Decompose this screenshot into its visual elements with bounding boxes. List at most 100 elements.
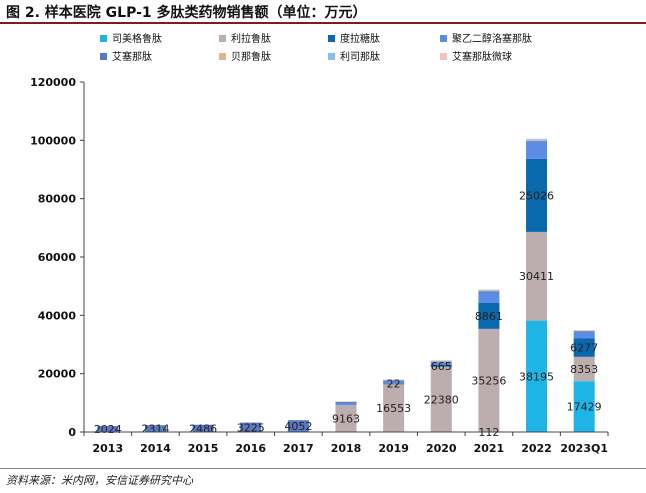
y-tick-label: 0 — [68, 426, 76, 439]
data-label: 22 — [387, 378, 401, 391]
bars — [97, 138, 595, 433]
bar-segment — [430, 362, 452, 365]
data-label: 9163 — [332, 413, 360, 426]
x-tick-label: 2020 — [426, 442, 457, 455]
bar-segment — [383, 381, 405, 384]
legend-label: 艾塞那肽微球 — [452, 50, 512, 63]
source-note: 资料来源：米内网，安信证券研究中心 — [6, 474, 193, 487]
data-label: 2024 — [94, 423, 122, 436]
source-rule — [0, 468, 646, 469]
x-tick-label: 2021 — [474, 442, 505, 455]
data-label: 22380 — [424, 393, 459, 406]
bar-segment — [478, 302, 500, 329]
bar-segment — [335, 401, 357, 402]
y-tick-label: 120000 — [30, 76, 76, 89]
bar-segment — [335, 405, 357, 432]
data-label: 4052 — [284, 420, 312, 433]
data-label: 25026 — [519, 189, 554, 202]
x-tick-label: 2016 — [235, 442, 266, 455]
data-label: 8861 — [475, 310, 503, 323]
legend-swatch — [100, 53, 107, 60]
bar-segment — [573, 330, 595, 331]
legend-swatch — [219, 53, 226, 60]
bar-segment — [383, 383, 405, 432]
legend-label: 度拉糖肽 — [340, 32, 380, 45]
bar-segment — [573, 356, 595, 382]
data-label: 3225 — [237, 421, 265, 434]
bar-segment — [478, 292, 500, 303]
legend-swatch — [100, 35, 107, 42]
data-label: 30411 — [519, 270, 554, 283]
legend-swatch — [440, 53, 447, 60]
y-tick-label: 60000 — [38, 251, 77, 264]
bar-segment — [430, 366, 452, 432]
bar-segment — [430, 361, 452, 362]
bar-segment — [287, 420, 309, 432]
bar-segment — [526, 320, 548, 432]
legend-label: 利拉鲁肽 — [231, 32, 271, 45]
x-tick-label: 2014 — [140, 442, 171, 455]
bar-segment — [430, 361, 452, 363]
legend-swatch — [219, 35, 226, 42]
bar-segment — [478, 291, 500, 293]
data-label: 17429 — [567, 401, 602, 414]
x-tick-label: 2018 — [331, 442, 362, 455]
data-label: 8353 — [570, 363, 598, 376]
title-rule — [0, 22, 646, 24]
x-tick-label: 2019 — [378, 442, 409, 455]
x-tick-label: 2022 — [521, 442, 552, 455]
data-label: 665 — [431, 360, 452, 373]
bar-segment — [192, 424, 214, 432]
bar-segment — [478, 328, 500, 432]
bar-segment — [526, 138, 548, 140]
legend-swatch — [328, 53, 335, 60]
bar-segment — [526, 139, 548, 141]
data-label: 2314 — [141, 423, 169, 436]
y-tick-label: 20000 — [38, 368, 77, 381]
y-axis: 0 20000 40000 60000 80000 100000 120000 — [30, 76, 85, 439]
legend-label: 利司那肽 — [340, 50, 380, 63]
bar-segment — [573, 338, 595, 357]
bar-segment — [383, 380, 405, 382]
y-tick-label: 100000 — [30, 134, 76, 147]
bar-segment — [383, 379, 405, 381]
data-label: 38195 — [519, 370, 554, 383]
y-tick-label: 80000 — [38, 193, 77, 206]
legend-label: 司美格鲁肽 — [112, 32, 162, 45]
bar-segment — [526, 231, 548, 321]
legend-label: 贝那鲁肽 — [231, 50, 271, 63]
x-tick-label: 2015 — [188, 442, 219, 455]
bar-segment — [240, 422, 262, 432]
bar-segment — [526, 141, 548, 159]
bar-segment — [430, 364, 452, 367]
x-tick-label: 2023Q1 — [560, 442, 608, 455]
data-label: 6277 — [570, 342, 598, 355]
x-tick-label: 2013 — [93, 442, 124, 455]
data-label: 16553 — [376, 402, 411, 415]
bar-segment — [526, 140, 548, 142]
x-tick-label: 2017 — [283, 442, 314, 455]
data-label: 35256 — [471, 374, 506, 387]
bar-segment — [478, 289, 500, 291]
bar-segment — [144, 425, 166, 432]
bar-segment — [478, 290, 500, 292]
bar-segment — [526, 158, 548, 232]
bar-segment — [335, 403, 357, 406]
bar-segment — [335, 401, 357, 404]
legend-swatch — [440, 35, 447, 42]
bar-segment — [383, 380, 405, 381]
legend-label: 艾塞那肽 — [112, 50, 152, 63]
legend-swatch — [328, 35, 335, 42]
legend-label: 聚乙二醇洛塞那肽 — [452, 32, 532, 45]
bar-segment — [573, 331, 595, 339]
bar-segment — [573, 381, 595, 432]
bar-segment — [478, 289, 500, 291]
bar-segment — [97, 426, 119, 432]
bar-segment — [430, 360, 452, 361]
bar-segment — [383, 383, 405, 385]
x-axis: 2013 2014 2015 2016 2017 2018 2019 2020 2021 2022… — [83, 431, 609, 455]
y-tick-label: 40000 — [38, 309, 77, 322]
figure-title: 图 2. 样本医院 GLP-1 多肽类药物销售额（单位：万元） — [6, 5, 367, 21]
